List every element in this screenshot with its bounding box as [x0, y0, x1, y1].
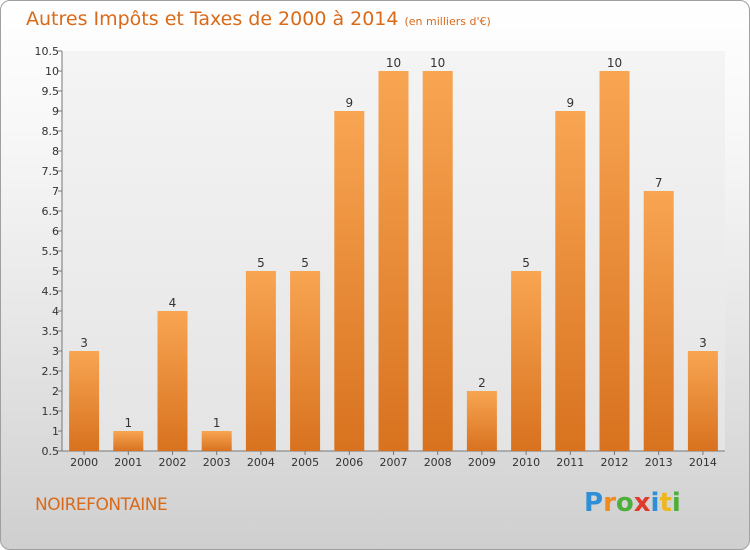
- y-tick-label: 1: [52, 425, 59, 438]
- logo-letter: x: [633, 488, 651, 518]
- data-label: 10: [430, 56, 445, 70]
- bar: [113, 431, 144, 451]
- y-tick-label: 4.5: [42, 285, 60, 298]
- logo-letter: P: [584, 488, 604, 518]
- bar: [378, 71, 409, 451]
- data-label: 1: [213, 416, 221, 430]
- proxiti-logo: Proxiti: [584, 488, 681, 518]
- data-label: 1: [124, 416, 132, 430]
- y-tick-label: 2: [52, 385, 59, 398]
- y-tick-label: 5: [52, 265, 59, 278]
- bar: [511, 271, 542, 451]
- x-tick-label: 2002: [159, 456, 187, 469]
- logo-letter: o: [615, 488, 634, 518]
- y-tick-label: 4: [52, 305, 59, 318]
- y-tick-label: 6: [52, 225, 59, 238]
- bar: [69, 351, 100, 451]
- x-tick-label: 2000: [70, 456, 98, 469]
- y-tick-label: 3: [52, 345, 59, 358]
- data-label: 4: [169, 296, 177, 310]
- y-tick-label: 9.5: [42, 85, 60, 98]
- data-label: 7: [655, 176, 663, 190]
- y-tick-label: 0.5: [42, 445, 60, 458]
- y-tick-label: 9: [52, 105, 59, 118]
- x-tick-label: 2012: [601, 456, 629, 469]
- bar: [555, 111, 586, 451]
- y-tick-label: 7.5: [42, 165, 60, 178]
- bar: [201, 431, 232, 451]
- data-label: 9: [566, 96, 574, 110]
- y-tick-label: 5.5: [42, 245, 60, 258]
- y-tick-label: 8.5: [42, 125, 60, 138]
- y-tick-label: 2.5: [42, 365, 60, 378]
- x-tick-label: 2009: [468, 456, 496, 469]
- bar: [245, 271, 276, 451]
- data-label: 5: [522, 256, 530, 270]
- x-tick-label: 2003: [203, 456, 231, 469]
- bar: [643, 191, 674, 451]
- x-tick-label: 2008: [424, 456, 452, 469]
- y-tick-label: 6.5: [42, 205, 60, 218]
- chart-title: Autres Impôts et Taxes de 2000 à 2014 (en…: [26, 8, 491, 30]
- x-tick-label: 2005: [291, 456, 319, 469]
- bar: [466, 391, 497, 451]
- bar: [334, 111, 365, 451]
- x-tick-label: 2007: [380, 456, 408, 469]
- y-tick-label: 1.5: [42, 405, 60, 418]
- data-label: 10: [386, 56, 401, 70]
- bar: [290, 271, 321, 451]
- data-label: 5: [301, 256, 309, 270]
- logo-letter: r: [603, 488, 616, 518]
- y-tick-label: 8: [52, 145, 59, 158]
- logo-letter: t: [659, 488, 672, 518]
- data-label: 5: [257, 256, 265, 270]
- x-tick-label: 2011: [556, 456, 584, 469]
- data-label: 10: [607, 56, 622, 70]
- data-label: 3: [80, 336, 88, 350]
- bar: [687, 351, 718, 451]
- logo-letter: i: [671, 488, 681, 518]
- bar: [157, 311, 188, 451]
- x-tick-label: 2014: [689, 456, 717, 469]
- x-tick-label: 2001: [114, 456, 142, 469]
- location-label: NOIREFONTAINE: [35, 495, 168, 515]
- logo-letter: i: [650, 488, 660, 518]
- x-tick-label: 2010: [512, 456, 540, 469]
- data-label: 3: [699, 336, 707, 350]
- x-tick-label: 2006: [335, 456, 363, 469]
- bar: [599, 71, 630, 451]
- y-tick-label: 10.5: [35, 45, 60, 58]
- y-tick-label: 10: [45, 65, 59, 78]
- bar: [422, 71, 453, 451]
- chart-subtitle: (en milliers d'€): [404, 15, 491, 28]
- y-tick-label: 7: [52, 185, 59, 198]
- data-label: 2: [478, 376, 486, 390]
- data-label: 9: [345, 96, 353, 110]
- y-tick-label: 3.5: [42, 325, 60, 338]
- x-tick-label: 2013: [645, 456, 673, 469]
- x-tick-label: 2004: [247, 456, 275, 469]
